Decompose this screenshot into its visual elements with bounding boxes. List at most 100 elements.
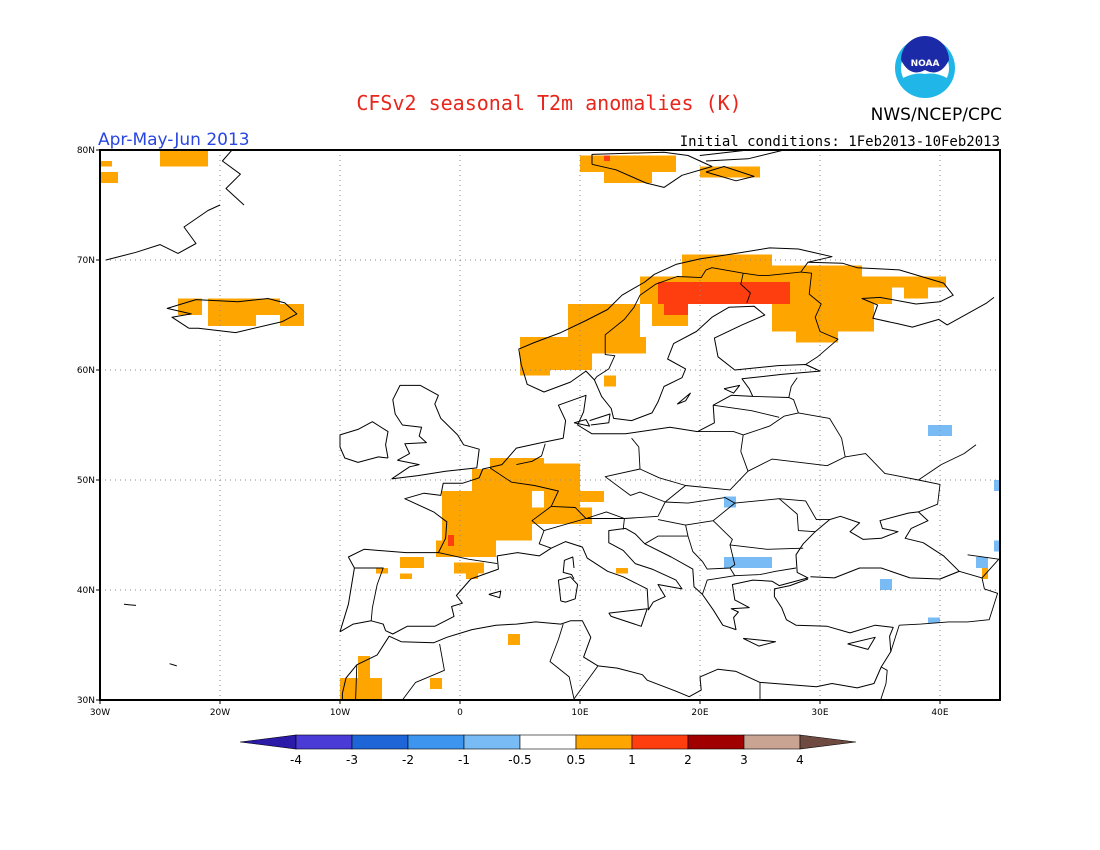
initial-conditions-label: Initial conditions: 1Feb2013-10Feb2013	[680, 134, 1000, 150]
anomaly-cell	[994, 480, 1000, 491]
coastline	[339, 421, 389, 463]
anomaly-cell	[532, 507, 592, 524]
country-border	[939, 558, 1000, 580]
colorbar-label: 0.5	[566, 753, 585, 767]
country-border	[701, 567, 736, 595]
country-border	[705, 267, 801, 276]
country-border	[747, 453, 941, 513]
anomaly-cell	[340, 678, 382, 700]
axis-ticks: 30W 20W 10W 0 10E 20E 30E 40E 30N 40N 50N 60N 70N 80N	[77, 146, 949, 718]
country-border	[788, 377, 798, 398]
anomaly-cell	[772, 265, 862, 277]
colorbar-high-arrow	[799, 734, 857, 750]
lon-tick-label: 40E	[931, 708, 948, 718]
anomaly-cell	[982, 568, 988, 579]
coastline	[723, 384, 741, 394]
lat-tick-label: 60N	[77, 366, 95, 376]
lat-tick-label: 80N	[77, 146, 95, 156]
country-border	[880, 666, 888, 700]
coastline	[591, 151, 713, 188]
anomaly-cell	[904, 287, 928, 299]
lat-tick-label: 30N	[77, 696, 95, 706]
country-border	[354, 567, 384, 621]
country-border	[355, 664, 358, 700]
anomaly-cell	[994, 540, 1000, 552]
noaa-logo: NOAA	[895, 36, 955, 98]
anomaly-cell	[400, 557, 424, 568]
anomaly-cell	[772, 304, 874, 332]
anomaly-cell	[508, 634, 520, 645]
coastline	[1084, 227, 1100, 249]
country-border	[740, 273, 751, 304]
anomaly-cell	[592, 337, 646, 354]
anomaly-cell	[256, 298, 280, 315]
anomaly-cell	[208, 298, 256, 326]
noaa-logo-text: NOAA	[911, 59, 940, 69]
anomaly-cell	[616, 568, 628, 574]
coastline	[341, 578, 894, 700]
colorbar-segment	[351, 734, 409, 750]
anomaly-cell	[448, 535, 454, 546]
anomaly-cells	[100, 150, 1000, 700]
coastlines	[105, 150, 1100, 700]
anomaly-cell	[178, 298, 202, 315]
anomaly-cell	[436, 540, 496, 557]
anomaly-cell	[580, 491, 604, 502]
anomaly-cell	[544, 463, 580, 513]
country-border	[779, 498, 830, 521]
anomaly-cell	[430, 678, 442, 689]
coastline	[166, 298, 298, 334]
colorbar-segment	[407, 734, 465, 750]
country-border	[402, 643, 445, 700]
country-border	[549, 623, 575, 699]
anomaly-cell	[442, 491, 532, 541]
anomaly-cell	[664, 304, 688, 315]
colorbar-label: -4	[290, 753, 302, 767]
anomaly-cell	[658, 282, 790, 304]
country-border	[713, 404, 780, 418]
anomaly-cell	[796, 331, 838, 343]
coastline	[391, 384, 480, 480]
country-border	[573, 665, 599, 700]
map-area	[100, 150, 1100, 700]
graticule	[100, 150, 1000, 700]
lat-tick-label: 50N	[77, 476, 95, 486]
country-border	[890, 625, 900, 652]
lat-tick-label: 40N	[77, 586, 95, 596]
colorbar-label: 1	[628, 753, 636, 767]
anomaly-cell	[604, 172, 652, 183]
lon-tick-label: 20E	[691, 708, 708, 718]
anomaly-cell	[604, 375, 616, 387]
anomaly-cell	[724, 496, 736, 508]
country-border	[664, 485, 686, 503]
country-border	[734, 567, 797, 577]
coastline	[339, 247, 995, 632]
coastline	[705, 166, 755, 182]
coastline	[589, 413, 611, 426]
country-border	[800, 261, 839, 372]
anomaly-cell	[490, 458, 544, 469]
colorbar-segment	[687, 734, 745, 750]
country-border	[543, 518, 625, 532]
anomaly-cell	[868, 276, 946, 288]
coastline	[123, 603, 137, 606]
anomaly-cell	[880, 579, 892, 590]
country-border	[516, 443, 546, 466]
anomaly-cell	[568, 304, 640, 337]
coastline	[557, 576, 579, 603]
coastline	[221, 150, 245, 206]
colorbar-segment	[295, 734, 353, 750]
anomaly-cell	[160, 150, 208, 167]
anomaly-cell	[724, 557, 772, 568]
country-border	[752, 395, 799, 414]
coastline	[105, 204, 221, 261]
lon-tick-label: 20W	[210, 708, 230, 718]
anomaly-cell	[604, 155, 610, 161]
country-border	[734, 498, 816, 533]
country-border	[918, 444, 977, 481]
anomaly-cell	[466, 568, 478, 579]
coastline	[488, 590, 502, 599]
lon-tick-label: 0	[457, 708, 463, 718]
colorbar-label: -2	[402, 753, 414, 767]
